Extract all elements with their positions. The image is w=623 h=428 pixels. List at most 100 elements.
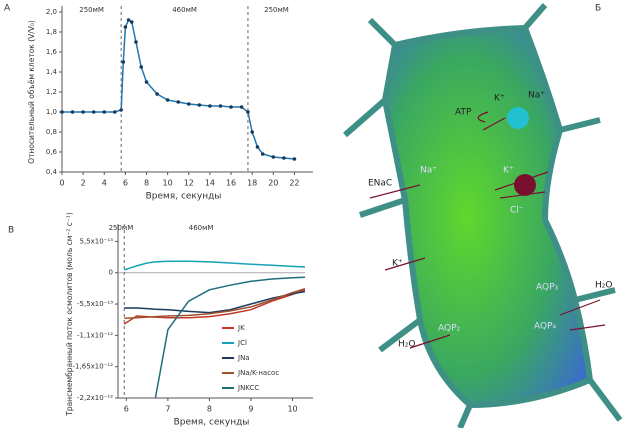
series-line	[154, 276, 306, 399]
annotation: 250мМ	[79, 6, 104, 14]
point	[260, 152, 265, 156]
y-tick-label: 1,2	[46, 88, 57, 96]
annotation: 460мМ	[172, 6, 197, 14]
annotation: 460мМ	[189, 224, 214, 232]
x-tick-label: 12	[184, 179, 194, 188]
series-line	[124, 287, 306, 320]
x-tick-label: 10	[287, 405, 297, 414]
x-tick-label: 6	[123, 179, 128, 188]
point	[155, 92, 159, 96]
label: K⁺	[392, 259, 403, 269]
point	[129, 20, 134, 24]
point	[119, 108, 123, 112]
y-tick-label: -1,1x10⁻¹²	[77, 331, 113, 339]
x-tick-label: 18	[247, 179, 257, 188]
point	[218, 104, 223, 108]
panel-letter: А	[4, 4, 11, 14]
point	[246, 110, 250, 114]
point	[70, 110, 75, 114]
y-tick-label: -2,2x10⁻¹²	[77, 394, 113, 402]
y-tick-label: 0,8	[46, 128, 57, 136]
label: Cl⁻	[510, 206, 524, 216]
point	[81, 110, 85, 114]
point	[271, 155, 276, 159]
y-tick-label: 5,5x10⁻¹³	[80, 237, 114, 245]
y-tick-label: -5,5x10⁻¹³	[77, 300, 113, 308]
label: AQP₄	[534, 322, 557, 332]
x-tick-label: 16	[226, 179, 236, 188]
label: AQP₂	[438, 324, 461, 334]
x-axis-label: Время, секунды	[174, 418, 250, 428]
y-tick-label: -1,65x10⁻¹²	[73, 363, 114, 371]
label: K⁺	[494, 94, 505, 104]
x-tick-label: 8	[144, 179, 149, 188]
y-tick-label: 0,4	[46, 168, 58, 176]
pump	[507, 107, 529, 129]
x-tick-label: 8	[207, 405, 212, 414]
cell	[381, 24, 594, 409]
arrow	[369, 111, 606, 349]
point	[208, 104, 212, 108]
cell-wall	[343, 3, 623, 428]
x-tick-label: 22	[289, 179, 299, 188]
legend-label: JK	[237, 324, 245, 332]
x-tick-label: 20	[268, 179, 278, 188]
legend-label: JCl	[237, 339, 247, 347]
series-line	[124, 290, 306, 314]
y-tick-label: 0,6	[46, 148, 58, 156]
x-tick-label: 0	[59, 179, 64, 188]
point	[139, 65, 144, 69]
series-line	[62, 18, 295, 160]
cotransporter	[514, 174, 536, 196]
x-tick-label: 9	[248, 405, 253, 414]
y-axis-label: Относительный объём клеток (V/V₀)	[27, 20, 36, 164]
point	[197, 103, 202, 107]
point	[126, 18, 131, 22]
label: Na⁺	[528, 91, 545, 101]
series-line	[123, 260, 306, 271]
label: Na⁺	[420, 166, 437, 176]
series-line	[123, 289, 306, 325]
cell-diagram: Б ATP K⁺ Na⁺ ENaC Na⁺ K⁺ Cl⁻ K⁺ AQP₃ H₂O…	[343, 3, 623, 428]
point	[165, 98, 170, 102]
point	[176, 100, 181, 104]
legend-label: JNa	[237, 354, 250, 362]
point	[123, 25, 128, 29]
point	[229, 105, 233, 109]
point	[239, 105, 244, 109]
label: H₂O	[398, 340, 415, 350]
x-tick-label: 7	[165, 405, 170, 414]
point	[134, 40, 138, 44]
x-axis-label: Время, секунды	[146, 192, 222, 202]
y-tick-label: 1,0	[46, 108, 57, 116]
y-tick-label: 0	[109, 269, 113, 277]
y-tick-label: 1,6	[46, 48, 58, 56]
x-tick-label: 4	[102, 179, 107, 188]
label: AQP₃	[536, 283, 559, 293]
point	[144, 80, 149, 84]
point	[250, 130, 254, 134]
label: ATP	[455, 108, 472, 118]
x-tick-label: 14	[205, 179, 215, 188]
legend-label: JNKCC	[237, 384, 259, 392]
legend-label: JNa/K-насос	[237, 369, 279, 377]
point	[102, 110, 107, 114]
label: K⁺	[503, 166, 514, 176]
panel-letter: В	[8, 226, 14, 236]
point	[292, 157, 297, 161]
y-tick-label: 2,0	[46, 8, 57, 16]
panel-letter: Б	[595, 4, 601, 14]
point	[282, 156, 286, 160]
y-axis-label: Трансмембранный поток осмолитов (моль см…	[65, 212, 74, 417]
point	[186, 102, 191, 106]
y-tick-label: 1,4	[46, 68, 58, 76]
x-tick-label: 6	[124, 405, 129, 414]
point	[91, 110, 96, 114]
point	[113, 110, 117, 114]
label: H₂O	[595, 281, 612, 291]
annotation: 250мМ	[109, 224, 134, 232]
label: ENaC	[368, 179, 392, 189]
annotation: 250мМ	[264, 6, 289, 14]
y-tick-label: 1,8	[46, 28, 57, 36]
